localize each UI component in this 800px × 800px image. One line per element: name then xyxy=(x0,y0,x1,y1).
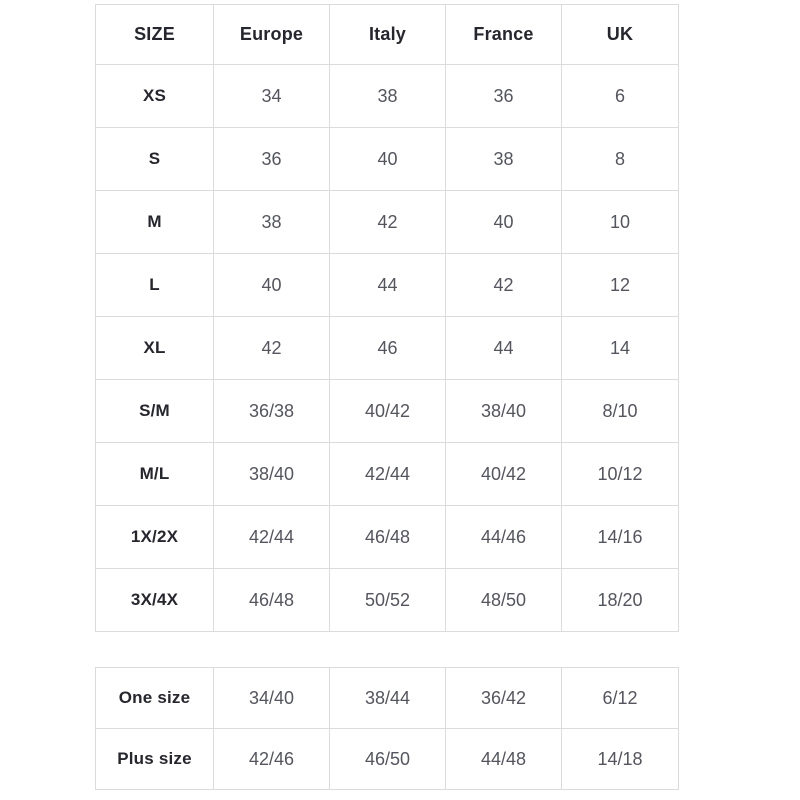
table-row: 3X/4X 46/48 50/52 48/50 18/20 xyxy=(95,568,679,632)
value-cell: 34/40 xyxy=(213,667,330,729)
value-cell: 42/44 xyxy=(213,505,330,569)
value-cell: 46/48 xyxy=(213,568,330,632)
value-cell: 36/38 xyxy=(213,379,330,443)
value-cell: 8/10 xyxy=(561,379,679,443)
special-sizes-table: One size 34/40 38/44 36/42 6/12 Plus size 42/4… xyxy=(95,667,679,790)
table-row: L 40 44 42 12 xyxy=(95,253,679,317)
row-label-cell: L xyxy=(95,253,214,317)
value-cell: 6 xyxy=(561,64,679,128)
value-cell: 8 xyxy=(561,127,679,191)
value-cell: 42 xyxy=(213,316,330,380)
value-cell: 36 xyxy=(213,127,330,191)
table-row: Plus size 42/46 46/50 44/48 14/18 xyxy=(95,728,679,790)
value-cell: 40 xyxy=(329,127,446,191)
size-chart-table: SIZE Europe Italy France UK XS 34 38 36 6 S 36 40 38… xyxy=(95,4,679,632)
value-cell: 42 xyxy=(445,253,562,317)
value-cell: 38 xyxy=(329,64,446,128)
value-cell: 44/48 xyxy=(445,728,562,790)
row-label-cell: One size xyxy=(95,667,214,729)
value-cell: 12 xyxy=(561,253,679,317)
header-cell-france: France xyxy=(445,4,562,65)
value-cell: 44/46 xyxy=(445,505,562,569)
value-cell: 38/40 xyxy=(445,379,562,443)
value-cell: 14 xyxy=(561,316,679,380)
row-label-cell: M/L xyxy=(95,442,214,506)
size-chart-body: XS 34 38 36 6 S 36 40 38 8 M 38 42 40 10 L 40 44 42 12 XL 42 4… xyxy=(95,64,679,632)
table-row: One size 34/40 38/44 36/42 6/12 xyxy=(95,667,679,729)
row-label-cell: S xyxy=(95,127,214,191)
value-cell: 40/42 xyxy=(445,442,562,506)
value-cell: 46/50 xyxy=(329,728,446,790)
value-cell: 36 xyxy=(445,64,562,128)
size-chart-section: SIZE Europe Italy France UK XS 34 38 36 6 S 36 40 38… xyxy=(95,4,679,632)
value-cell: 14/18 xyxy=(561,728,679,790)
row-label-cell: S/M xyxy=(95,379,214,443)
header-cell-italy: Italy xyxy=(329,4,446,65)
value-cell: 38/44 xyxy=(329,667,446,729)
value-cell: 44 xyxy=(329,253,446,317)
row-label-cell: 3X/4X xyxy=(95,568,214,632)
value-cell: 38 xyxy=(445,127,562,191)
value-cell: 42/46 xyxy=(213,728,330,790)
special-sizes-section: One size 34/40 38/44 36/42 6/12 Plus size 42/4… xyxy=(95,667,679,790)
header-cell-uk: UK xyxy=(561,4,679,65)
value-cell: 40 xyxy=(213,253,330,317)
row-label-cell: XS xyxy=(95,64,214,128)
table-row: M/L 38/40 42/44 40/42 10/12 xyxy=(95,442,679,506)
value-cell: 10/12 xyxy=(561,442,679,506)
value-cell: 14/16 xyxy=(561,505,679,569)
value-cell: 38/40 xyxy=(213,442,330,506)
table-row: S/M 36/38 40/42 38/40 8/10 xyxy=(95,379,679,443)
row-label-cell: M xyxy=(95,190,214,254)
header-row: SIZE Europe Italy France UK xyxy=(95,4,679,65)
value-cell: 40/42 xyxy=(329,379,446,443)
row-label-cell: 1X/2X xyxy=(95,505,214,569)
value-cell: 40 xyxy=(445,190,562,254)
value-cell: 44 xyxy=(445,316,562,380)
value-cell: 42/44 xyxy=(329,442,446,506)
value-cell: 38 xyxy=(213,190,330,254)
row-label-cell: Plus size xyxy=(95,728,214,790)
value-cell: 18/20 xyxy=(561,568,679,632)
value-cell: 46 xyxy=(329,316,446,380)
special-sizes-body: One size 34/40 38/44 36/42 6/12 Plus size 42/4… xyxy=(95,667,679,790)
size-chart-header: SIZE Europe Italy France UK xyxy=(95,4,679,65)
value-cell: 10 xyxy=(561,190,679,254)
value-cell: 36/42 xyxy=(445,667,562,729)
table-row: 1X/2X 42/44 46/48 44/46 14/16 xyxy=(95,505,679,569)
value-cell: 6/12 xyxy=(561,667,679,729)
table-row: S 36 40 38 8 xyxy=(95,127,679,191)
value-cell: 34 xyxy=(213,64,330,128)
value-cell: 50/52 xyxy=(329,568,446,632)
table-row: M 38 42 40 10 xyxy=(95,190,679,254)
value-cell: 42 xyxy=(329,190,446,254)
row-label-cell: XL xyxy=(95,316,214,380)
header-cell-europe: Europe xyxy=(213,4,330,65)
table-row: XS 34 38 36 6 xyxy=(95,64,679,128)
value-cell: 46/48 xyxy=(329,505,446,569)
value-cell: 48/50 xyxy=(445,568,562,632)
header-cell-size: SIZE xyxy=(95,4,214,65)
table-row: XL 42 46 44 14 xyxy=(95,316,679,380)
